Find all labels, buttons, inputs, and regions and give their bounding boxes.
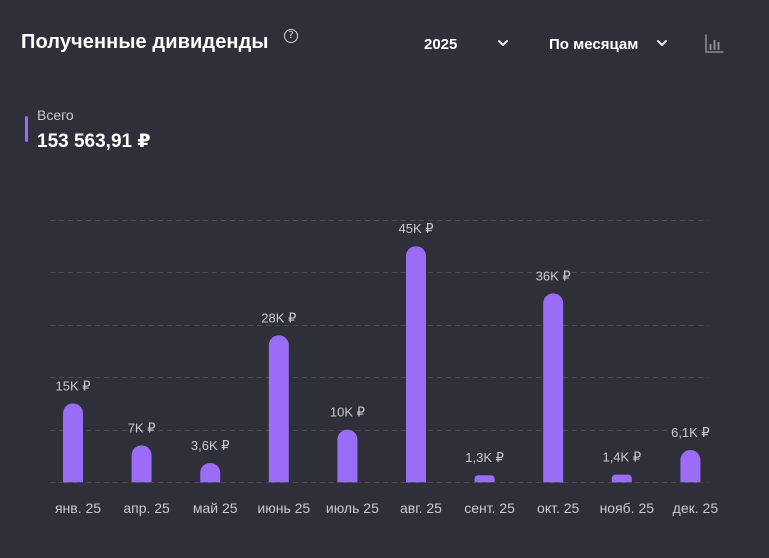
- bar-value-label: 36K ₽: [536, 268, 571, 283]
- bar-4[interactable]: [268, 335, 289, 492]
- bar-value-label: 1,4K ₽: [602, 450, 641, 465]
- bar-value-label: 3,6K ₽: [191, 438, 230, 453]
- total-marker: [25, 116, 28, 142]
- chart-type-button[interactable]: [703, 33, 725, 55]
- total-value: 153 563,91 ₽: [37, 131, 151, 152]
- bar-value-label: 15K ₽: [55, 378, 90, 393]
- bar-1[interactable]: [63, 403, 83, 492]
- total-label: Всего: [37, 107, 74, 123]
- bar-6[interactable]: [406, 246, 426, 492]
- x-tick-label: янв. 25: [55, 500, 101, 516]
- bar-value-label: 6,1K ₽: [671, 425, 710, 440]
- page-title: Полученные дивиденды: [21, 31, 269, 53]
- year-select-value: 2025: [424, 35, 458, 53]
- x-tick-label: июнь 25: [257, 500, 310, 516]
- chevron-down-icon: [657, 40, 667, 46]
- period-select[interactable]: По месяцам: [549, 34, 671, 54]
- x-tick-label: дек. 25: [673, 500, 719, 516]
- bar-2[interactable]: [131, 445, 152, 492]
- bar-value-label: 28K ₽: [261, 310, 296, 325]
- bar-value-label: 7K ₽: [128, 420, 156, 435]
- bar-value-label: 10K ₽: [330, 405, 365, 420]
- bar-value-label: 45K ₽: [398, 221, 433, 236]
- bar-10[interactable]: [680, 450, 701, 492]
- x-tick-label: окт. 25: [537, 500, 579, 516]
- x-tick-label: июль 25: [326, 500, 379, 516]
- x-tick-label: апр. 25: [123, 500, 170, 516]
- bar-chart-icon: [705, 34, 724, 53]
- year-select[interactable]: 2025: [424, 34, 510, 54]
- x-tick-label: сент. 25: [464, 500, 515, 516]
- baseline-mask: [40, 482, 718, 497]
- x-tick-label: авг. 25: [400, 500, 442, 516]
- bar-8[interactable]: [543, 293, 564, 492]
- bar-value-label: 1,3K ₽: [465, 450, 504, 465]
- x-tick-label: нояб. 25: [600, 500, 655, 516]
- x-tick-label: май 25: [193, 500, 238, 516]
- period-select-value: По месяцам: [549, 35, 639, 53]
- question-circle-icon[interactable]: ?: [284, 29, 298, 43]
- chevron-down-icon: [498, 40, 508, 46]
- bar-5[interactable]: [337, 429, 358, 492]
